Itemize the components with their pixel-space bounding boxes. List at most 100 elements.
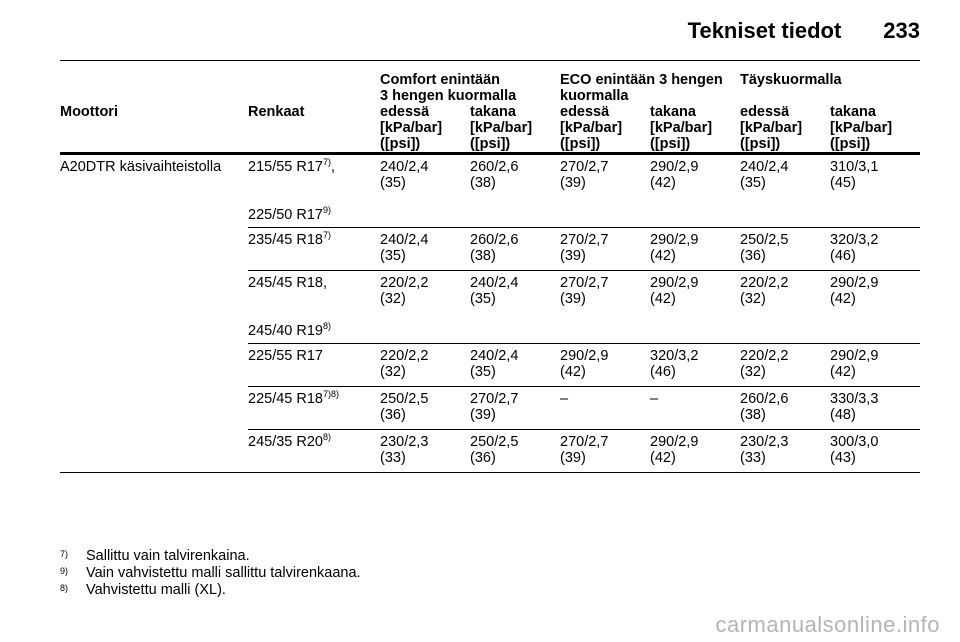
column-header-front: edessä — [560, 104, 610, 120]
pressure-cell-empty — [380, 313, 470, 344]
header-rule — [60, 60, 920, 61]
tire-size: 245/45 R18, — [248, 275, 328, 291]
page-number: 233 — [883, 18, 920, 43]
column-header-rear: takana — [830, 104, 876, 120]
unit-header-row: [kPa/bar] ([psi]) [kPa/bar] ([psi]) [kPa/b… — [60, 120, 920, 155]
column-header-tires: Renkaat — [248, 104, 305, 120]
page-header: Tekniset tiedot 233 — [60, 18, 920, 44]
pressure-value: 290/2,9 (42) — [560, 343, 650, 387]
pressure-cell-empty — [830, 313, 920, 344]
pressure-cell-empty — [650, 313, 740, 344]
pressure-cell-empty — [470, 197, 560, 228]
pressure-value: 290/2,9 (42) — [650, 159, 699, 191]
pressure-cell-empty — [470, 313, 560, 344]
table-row: 225/45 R187)8) 250/2,5 (36) 270/2,7 (39) – –26… — [60, 386, 920, 430]
footnote: 9) Vain vahvistettu malli sallittu talvir… — [60, 565, 361, 581]
pressure-value: 220/2,2 (32) — [740, 275, 789, 307]
tire-size: 235/45 R187) — [248, 227, 380, 271]
pressure-value: 250/2,5 (36) — [470, 429, 560, 473]
pressure-value: 320/3,2 (46) — [830, 227, 920, 271]
table-row: 245/45 R18, 220/2,2 (32) 240/2,4 (35) 270/2,7… — [60, 271, 920, 314]
table-row: 235/45 R187) 240/2,4 (35) 260/2,6 (38) 270/2,… — [60, 227, 920, 271]
footnote-reference: 7)8) — [322, 389, 339, 399]
pressure-value: 290/2,9 (42) — [830, 343, 920, 387]
pressure-value: 220/2,2 (32) — [380, 275, 429, 307]
tire-size: 245/35 R208) — [248, 429, 380, 473]
footnote: 8) Vahvistettu malli (XL). — [60, 582, 226, 598]
engine-cell-empty — [60, 387, 248, 430]
unit-label: [kPa/bar] ([psi]) — [560, 120, 650, 155]
tire-size: 225/50 R179) — [248, 197, 380, 228]
tire-size: 245/40 R198) — [248, 313, 380, 344]
pressure-value: 270/2,7 (39) — [560, 227, 650, 271]
pressure-value: 270/2,7 (39) — [560, 429, 650, 473]
footnote-text: Sallittu vain talvirenkaina. — [86, 548, 250, 564]
pressure-value: 260/2,6 (38) — [740, 386, 830, 430]
unit-label: [kPa/bar] ([psi]) — [470, 120, 560, 155]
pressure-value: 310/3,1 (45) — [830, 159, 879, 191]
table-row: 225/50 R179) — [60, 197, 920, 228]
pressure-value: 320/3,2 (46) — [650, 343, 740, 387]
pressure-cell-empty — [650, 197, 740, 228]
pressure-value: 270/2,7 (39) — [560, 159, 609, 191]
pressure-value: 300/3,0 (43) — [830, 429, 920, 473]
footnote-reference: 7) — [322, 230, 331, 240]
pressure-value: 250/2,5 (36) — [740, 227, 830, 271]
pressure-value: 290/2,9 (42) — [650, 275, 699, 307]
engine-cell-empty — [60, 197, 248, 228]
pressure-value: 270/2,7 (39) — [470, 386, 560, 430]
pressure-cell-empty — [740, 197, 830, 228]
pressure-value: 240/2,4 (35) — [470, 343, 560, 387]
group-header-row: Comfort enintään 3 hengen kuormalla ECO e… — [60, 72, 920, 104]
pressure-value: – — [560, 386, 650, 430]
footnotes: 7) Sallittu vain talvirenkaina. 9) Vain vah… — [60, 548, 361, 599]
engine-cell-empty — [60, 271, 248, 314]
footnote-reference: 9) — [322, 205, 331, 215]
column-header-front: edessä — [380, 104, 430, 120]
column-header-front: edessä — [740, 104, 790, 120]
footnote-text: Vahvistettu malli (XL). — [86, 582, 226, 598]
pressure-value: 290/2,9 (42) — [650, 227, 740, 271]
tire-pressure-table: Comfort enintään 3 hengen kuormalla ECO e… — [60, 72, 920, 473]
pressure-value: 260/2,6 (38) — [470, 227, 560, 271]
pressure-value: 290/2,9 (42) — [830, 275, 879, 307]
watermark: carmanualsonline.info — [715, 612, 940, 637]
pressure-value: 240/2,4 (35) — [740, 159, 789, 191]
footnote-reference: 8) — [322, 321, 331, 331]
pressure-cell-empty — [560, 197, 650, 228]
pressure-value: 260/2,6 (38) — [470, 159, 519, 191]
column-header-rear: takana — [470, 104, 516, 120]
footnote-reference: 7) — [322, 157, 331, 167]
pressure-cell-empty — [560, 313, 650, 344]
table-row: 245/35 R208) 230/2,3 (33) 250/2,5 (36) 270/2,… — [60, 429, 920, 473]
unit-label: [kPa/bar] ([psi]) — [830, 120, 920, 155]
pressure-cell-empty — [380, 197, 470, 228]
pressure-value: 230/2,3 (33) — [380, 429, 470, 473]
footnote-reference: 8) — [322, 432, 331, 442]
group-header-full-load: Täyskuormalla — [740, 72, 842, 88]
unit-label: [kPa/bar] ([psi]) — [380, 120, 470, 155]
column-header-engine: Moottori — [60, 104, 118, 120]
unit-label: [kPa/bar] ([psi]) — [740, 120, 830, 155]
tire-size: 225/45 R187)8) — [248, 386, 380, 430]
pressure-value: 240/2,4 (35) — [380, 227, 470, 271]
engine-cell-empty — [60, 429, 248, 473]
pressure-cell-empty — [740, 313, 830, 344]
tire-size: 215/55 R177), — [248, 157, 336, 176]
pressure-value: 230/2,3 (33) — [740, 429, 830, 473]
table-body: A20DTR käsivaihteistolla 215/55 R177), 240… — [60, 154, 920, 473]
unit-label: [kPa/bar] ([psi]) — [650, 120, 740, 155]
engine-cell-empty — [60, 344, 248, 387]
pressure-value: 290/2,9 (42) — [650, 429, 740, 473]
footnote-text: Vain vahvistettu malli sallittu talviren… — [86, 565, 361, 581]
pressure-value: 250/2,5 (36) — [380, 386, 470, 430]
sub-header-row: Moottori Renkaat edessä takana edessä ta… — [60, 104, 920, 120]
engine-cell-empty — [60, 313, 248, 344]
group-header-eco: ECO enintään 3 hengen kuormalla — [560, 72, 723, 104]
pressure-value: 270/2,7 (39) — [560, 275, 609, 307]
pressure-value: 240/2,4 (35) — [470, 275, 519, 307]
tire-size: 225/55 R17 — [248, 343, 380, 387]
pressure-value: 220/2,2 (32) — [380, 343, 470, 387]
table-row: A20DTR käsivaihteistolla 215/55 R177), 240… — [60, 154, 920, 198]
table-row: 245/40 R198) — [60, 313, 920, 344]
